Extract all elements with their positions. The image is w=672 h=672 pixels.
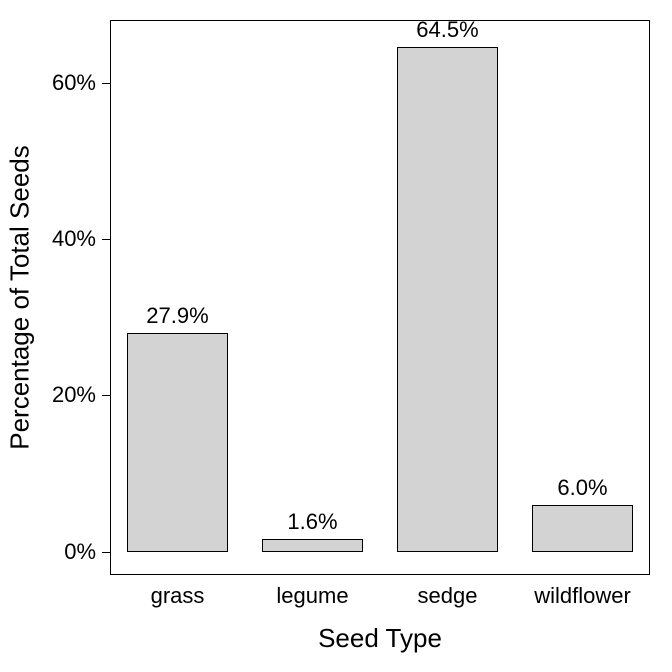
bar-legume xyxy=(262,539,363,552)
x-tick-label-grass: grass xyxy=(108,583,248,609)
y-tick-label: 20% xyxy=(28,382,96,408)
x-axis-title: Seed Type xyxy=(110,623,650,654)
bar-label-grass: 27.9% xyxy=(118,303,238,329)
y-tick-mark xyxy=(102,239,110,240)
bar-wildflower xyxy=(532,505,633,552)
y-tick-label: 40% xyxy=(28,226,96,252)
bar-chart: 27.9% grass 1.6% legume 64.5% sedge 6.0% wildfl… xyxy=(0,0,672,672)
y-tick-label: 60% xyxy=(28,70,96,96)
y-tick-mark xyxy=(102,552,110,553)
bar-label-wildflower: 6.0% xyxy=(523,475,643,501)
x-tick-label-wildflower: wildflower xyxy=(513,583,653,609)
y-tick-label: 0% xyxy=(28,539,96,565)
bar-grass xyxy=(127,333,228,551)
y-axis-title: Percentage of Total Seeds xyxy=(5,97,36,497)
bar-label-legume: 1.6% xyxy=(253,509,373,535)
bar-label-sedge: 64.5% xyxy=(388,17,508,43)
y-tick-mark xyxy=(102,395,110,396)
bar-sedge xyxy=(397,47,498,551)
y-tick-mark xyxy=(102,83,110,84)
x-tick-label-sedge: sedge xyxy=(378,583,518,609)
x-tick-label-legume: legume xyxy=(243,583,383,609)
